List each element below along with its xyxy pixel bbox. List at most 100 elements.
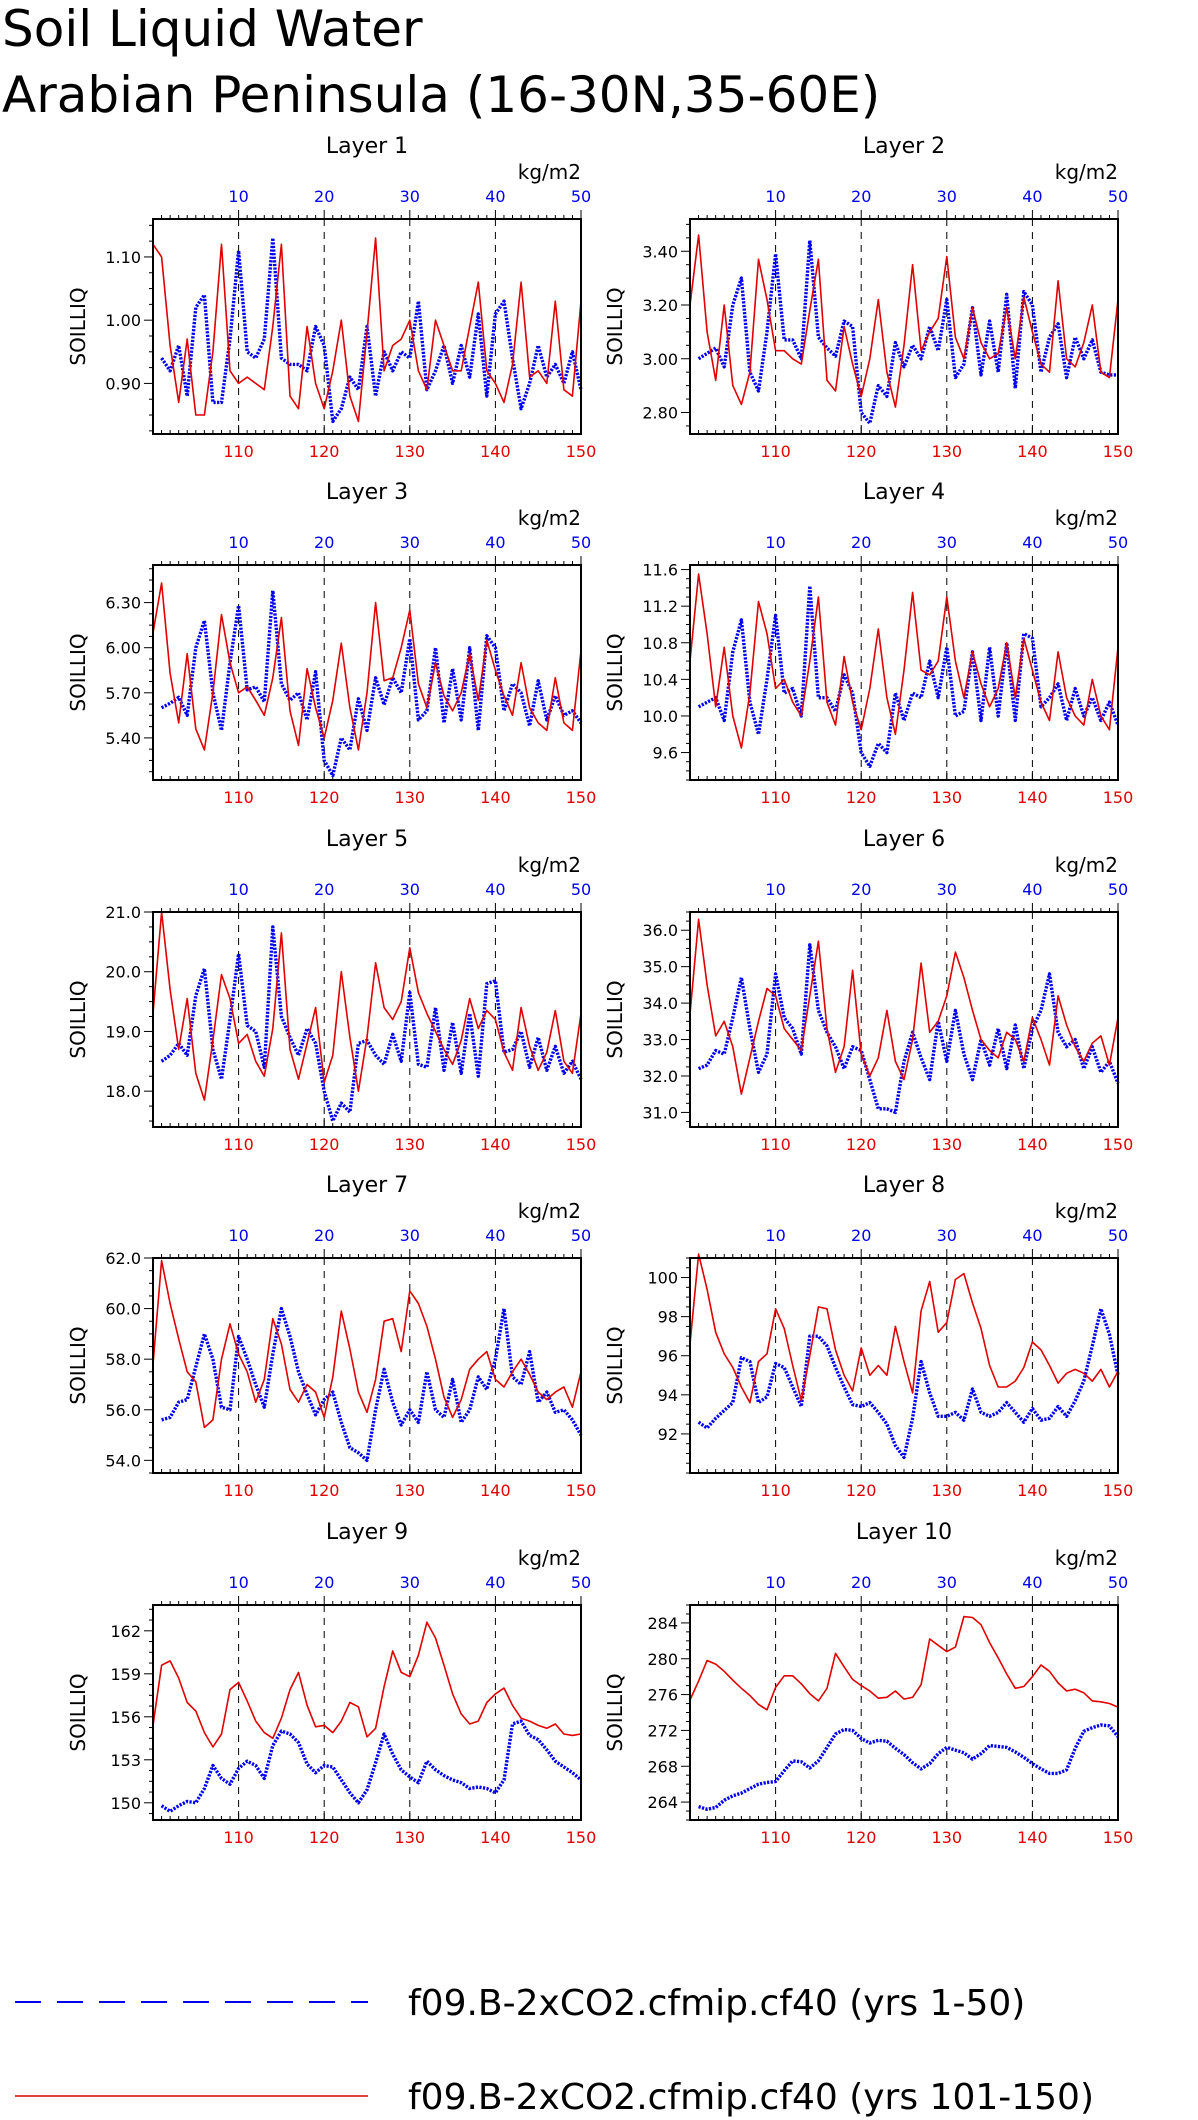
x-top-tick-label: 50 [571, 880, 591, 899]
panel-title: Layer 1 [326, 134, 408, 159]
series-yrs-1-50 [698, 1723, 1120, 1812]
y-tick-label: 92 [658, 1425, 678, 1444]
y-tick-label: 54.0 [105, 1451, 141, 1470]
x-top-tick-label: 50 [1108, 1573, 1128, 1592]
panel-title: Layer 6 [863, 827, 945, 852]
x-top-tick-label: 40 [1022, 880, 1042, 899]
x-bottom-tick-label: 120 [846, 1135, 877, 1154]
panel-title: Layer 4 [863, 480, 945, 505]
y-tick-label: 19.0 [105, 1022, 141, 1041]
figure-title-line-2: Arabian Peninsula (16-30N,35-60E) [2, 66, 880, 124]
x-bottom-tick-label: 140 [480, 1135, 511, 1154]
x-bottom-tick-label: 140 [480, 1828, 511, 1847]
y-tick-label: 153 [110, 1751, 141, 1770]
x-bottom-tick-label: 140 [1017, 442, 1048, 461]
y-tick-label: 36.0 [642, 921, 678, 940]
x-top-tick-label: 40 [485, 1226, 505, 1245]
y-axis-label: SOILLIQ [66, 1326, 90, 1404]
y-tick-label: 34.0 [642, 994, 678, 1013]
series-yrs-1-50 [697, 943, 1120, 1115]
panel-title: Layer 5 [326, 827, 408, 852]
y-tick-label: 98 [658, 1308, 678, 1327]
x-top-tick-label: 20 [851, 187, 871, 206]
y-axis-label: SOILLIQ [66, 1673, 90, 1751]
legend-label-yrs-101-150: f09.B-2xCO2.cfmip.cf40 (yrs 101-150) [408, 2077, 1094, 2118]
x-top-tick-label: 20 [314, 880, 334, 899]
x-bottom-tick-label: 120 [309, 1481, 340, 1500]
x-bottom-tick-label: 150 [1103, 1481, 1134, 1500]
x-bottom-tick-label: 140 [480, 788, 511, 807]
series-yrs-101-150 [689, 573, 1119, 749]
x-bottom-tick-label: 110 [760, 1135, 791, 1154]
y-tick-label: 10.0 [642, 707, 678, 726]
y-axis-label: SOILLIQ [603, 1326, 627, 1404]
x-bottom-tick-label: 120 [846, 1828, 877, 1847]
plot-frame [689, 911, 1119, 1128]
y-axis-label: SOILLIQ [66, 980, 90, 1058]
x-bottom-tick-label: 130 [395, 442, 426, 461]
x-bottom-tick-label: 140 [1017, 1828, 1048, 1847]
x-bottom-tick-label: 120 [846, 788, 877, 807]
series-yrs-1-50 [697, 584, 1120, 768]
y-tick-label: 162 [110, 1622, 141, 1641]
panel-layer-1: Layer 1 kg/m2 110 120 130 140 150 10 20 30 40 50 0.9… [66, 134, 596, 461]
y-tick-label: 96 [658, 1347, 678, 1366]
x-bottom-tick-label: 110 [760, 1481, 791, 1500]
y-tick-label: 2.80 [642, 404, 678, 423]
x-bottom-tick-label: 120 [846, 1481, 877, 1500]
y-tick-label: 33.0 [642, 1031, 678, 1050]
y-tick-label: 21.0 [105, 903, 141, 922]
x-top-tick-label: 10 [228, 187, 248, 206]
x-bottom-tick-label: 110 [223, 1828, 254, 1847]
plot-frame [689, 218, 1119, 435]
units-label: kg/m2 [1055, 160, 1118, 184]
x-top-tick-label: 50 [571, 1226, 591, 1245]
y-axis-label: SOILLIQ [603, 1673, 627, 1751]
y-tick-label: 272 [647, 1721, 678, 1740]
x-top-tick-label: 30 [937, 1573, 957, 1592]
x-bottom-tick-label: 110 [223, 1481, 254, 1500]
y-tick-label: 0.90 [105, 374, 141, 393]
y-tick-label: 159 [110, 1665, 141, 1684]
units-label: kg/m2 [518, 1199, 581, 1223]
x-top-tick-label: 20 [851, 1226, 871, 1245]
y-tick-label: 1.10 [105, 248, 141, 267]
x-top-tick-label: 40 [485, 533, 505, 552]
x-top-tick-label: 40 [1022, 1226, 1042, 1245]
x-bottom-tick-label: 130 [395, 1828, 426, 1847]
series-yrs-101-150 [689, 1615, 1119, 1711]
y-tick-label: 100 [647, 1269, 678, 1288]
x-bottom-tick-label: 130 [395, 1135, 426, 1154]
y-axis-label: SOILLIQ [603, 980, 627, 1058]
series-yrs-101-150 [152, 582, 582, 751]
x-top-tick-label: 10 [228, 880, 248, 899]
chart-panels: Layer 1 kg/m2 110 120 130 140 150 10 20 30 40 50 0.9… [66, 134, 1133, 1847]
y-tick-label: 18.0 [105, 1082, 141, 1101]
units-label: kg/m2 [1055, 853, 1118, 877]
x-top-tick-label: 30 [937, 533, 957, 552]
panel-title: Layer 10 [856, 1520, 952, 1545]
y-tick-label: 31.0 [642, 1103, 678, 1122]
x-top-tick-label: 30 [400, 880, 420, 899]
x-top-tick-label: 30 [400, 1226, 420, 1245]
panel-layer-7: Layer 7 kg/m2 110 120 130 140 150 10 20 30 40 50 54.… [66, 1173, 596, 1500]
series-yrs-101-150 [152, 1621, 582, 1748]
x-top-tick-label: 40 [1022, 533, 1042, 552]
plot-frame [689, 564, 1119, 781]
y-tick-label: 3.20 [642, 296, 678, 315]
y-tick-label: 20.0 [105, 963, 141, 982]
x-top-tick-label: 20 [314, 1226, 334, 1245]
x-top-tick-label: 20 [314, 533, 334, 552]
plot-frame [152, 1604, 582, 1821]
x-top-tick-label: 20 [851, 1573, 871, 1592]
x-bottom-tick-label: 130 [395, 788, 426, 807]
series-yrs-101-150 [689, 234, 1119, 408]
x-top-tick-label: 20 [851, 880, 871, 899]
x-top-tick-label: 50 [1108, 533, 1128, 552]
panel-layer-3: Layer 3 kg/m2 110 120 130 140 150 10 20 30 40 50 5.4… [66, 480, 596, 807]
series-yrs-1-50 [697, 238, 1118, 425]
y-tick-label: 62.0 [105, 1249, 141, 1268]
x-top-tick-label: 50 [1108, 187, 1128, 206]
x-bottom-tick-label: 130 [932, 1828, 963, 1847]
series-yrs-101-150 [689, 918, 1119, 1095]
